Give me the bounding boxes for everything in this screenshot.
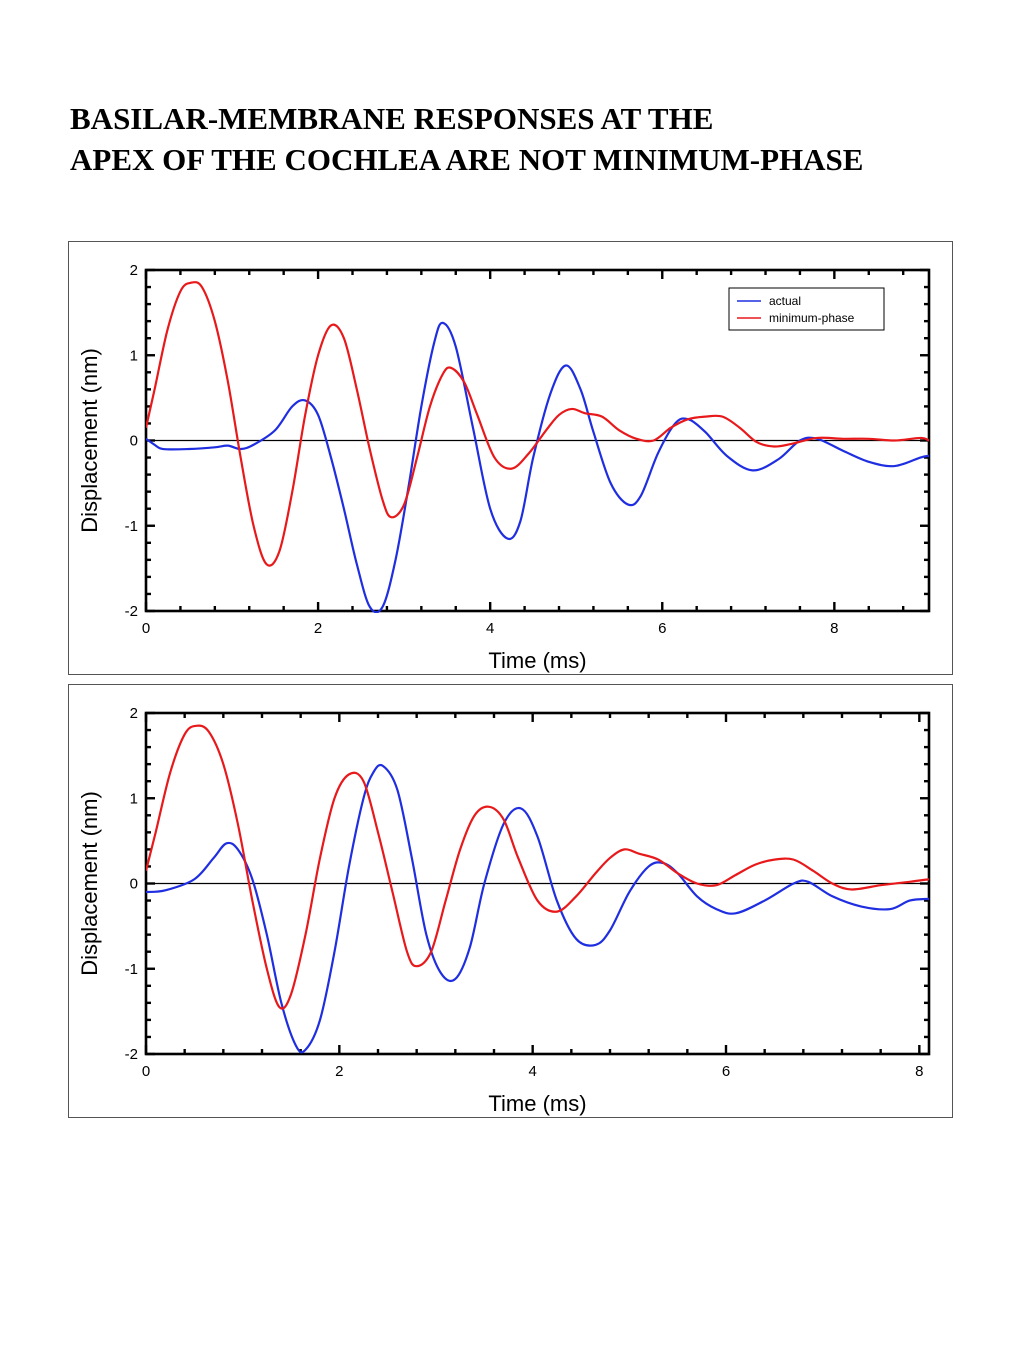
x-axis-label: Time (ms) xyxy=(488,1091,586,1116)
series-line-actual xyxy=(146,763,929,1054)
y-tick-label: -2 xyxy=(125,603,138,620)
legend-box xyxy=(728,287,885,331)
x-tick-label: 4 xyxy=(486,620,494,637)
y-axis-label: Displacement (nm) xyxy=(77,791,102,976)
series-line-actual xyxy=(146,321,929,613)
slide-title-line-2: APEX OF THE COCHLEA ARE NOT MINIMUM-PHAS… xyxy=(70,142,864,177)
y-tick-label: 2 xyxy=(130,705,138,722)
x-tick-label: 8 xyxy=(915,1063,923,1080)
chart-panel-top: 0 2 4 6 8 -2 -1 0 1 2 Time (ms) Displacement (nm) ac… xyxy=(68,241,953,675)
y-tick-label: 0 xyxy=(130,876,138,893)
y-tick-label: 0 xyxy=(130,433,138,450)
y-axis-label: Displacement (nm) xyxy=(77,348,102,533)
x-tick-label: 2 xyxy=(335,1063,343,1080)
x-tick-label: 2 xyxy=(314,620,322,637)
x-tick-label: 8 xyxy=(830,620,838,637)
y-tick-label: -1 xyxy=(125,518,138,535)
series-line-minimum-phase xyxy=(146,724,929,1010)
series-line-minimum-phase xyxy=(146,281,929,567)
slide-title: BASILAR-MEMBRANE RESPONSES AT THE APEX O… xyxy=(70,98,1000,180)
y-tick-label: -1 xyxy=(125,961,138,978)
y-tick-label: 1 xyxy=(130,347,138,364)
x-tick-label: 0 xyxy=(142,620,150,637)
legend-label-actual: actual xyxy=(769,294,801,308)
x-tick-label: 6 xyxy=(722,1063,730,1080)
slide-title-line-1: BASILAR-MEMBRANE RESPONSES AT THE xyxy=(70,101,714,136)
chart-top: 0 2 4 6 8 -2 -1 0 1 2 Time (ms) Displacement (nm) ac… xyxy=(77,262,931,673)
legend-label-minimum-phase: minimum-phase xyxy=(769,311,855,325)
y-tick-label: 1 xyxy=(130,790,138,807)
x-tick-label: 6 xyxy=(658,620,666,637)
chart-bottom: 0 2 4 6 8 -2 -1 0 1 2 Time (ms) Displacement (nm) xyxy=(77,705,931,1116)
x-tick-label: 4 xyxy=(528,1063,536,1080)
x-axis-label: Time (ms) xyxy=(488,648,586,673)
y-tick-label: 2 xyxy=(130,262,138,279)
chart-panel-bottom: 0 2 4 6 8 -2 -1 0 1 2 Time (ms) Displacement (nm) xyxy=(68,684,953,1118)
y-tick-label: -2 xyxy=(125,1046,138,1063)
x-tick-label: 0 xyxy=(142,1063,150,1080)
